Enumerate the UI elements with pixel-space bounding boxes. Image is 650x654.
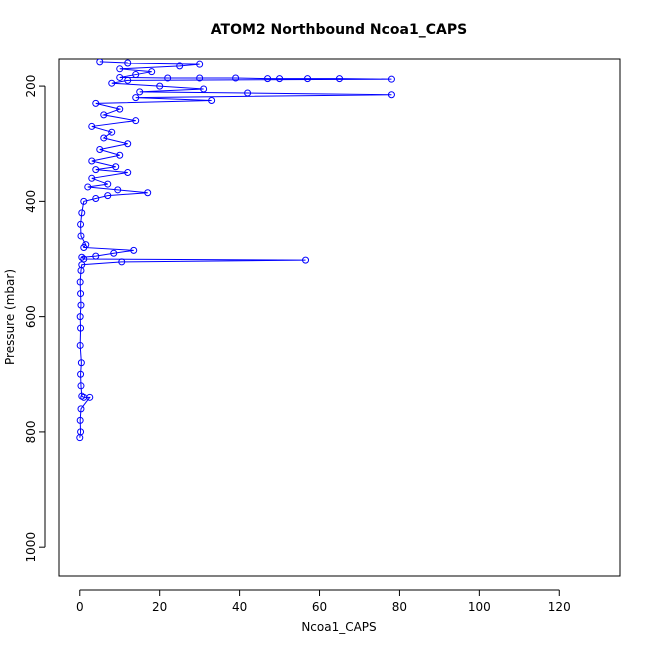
- data-point: [264, 75, 272, 83]
- data-point: [77, 232, 85, 240]
- data-point: [96, 59, 104, 66]
- data-point: [302, 256, 310, 264]
- data-point: [92, 166, 100, 174]
- data-point: [124, 76, 132, 84]
- data-point: [78, 392, 86, 400]
- data-point: [76, 313, 84, 321]
- data-point: [92, 194, 100, 202]
- data-point: [80, 255, 88, 263]
- data-point: [116, 73, 124, 81]
- data-point: [148, 68, 156, 76]
- data-point: [80, 197, 88, 205]
- data-point: [78, 209, 86, 217]
- data-point: [136, 88, 144, 96]
- data-point: [88, 157, 96, 165]
- data-point: [78, 253, 86, 261]
- data-point: [156, 82, 164, 90]
- data-point: [77, 324, 85, 332]
- data-point: [132, 71, 140, 79]
- data-point: [144, 189, 152, 197]
- x-tick-label: 60: [312, 600, 327, 614]
- data-point: [77, 405, 85, 413]
- data-point: [82, 241, 90, 249]
- data-point: [116, 65, 124, 73]
- data-point: [84, 183, 92, 191]
- data-point: [114, 186, 122, 194]
- x-tick-label: 120: [548, 600, 571, 614]
- x-tick-label: 40: [232, 600, 247, 614]
- x-tick-label: 100: [468, 600, 491, 614]
- data-point: [387, 91, 395, 99]
- data-point: [164, 74, 172, 82]
- data-point: [124, 169, 132, 177]
- data-point: [108, 128, 116, 136]
- data-point: [96, 145, 104, 153]
- y-axis-label: Pressure (mbar): [3, 269, 17, 365]
- data-point: [77, 290, 85, 298]
- data-point: [387, 75, 395, 83]
- data-point: [116, 151, 124, 159]
- data-point: [77, 428, 85, 436]
- data-point: [110, 249, 118, 257]
- data-point: [77, 220, 85, 228]
- data-point: [77, 359, 85, 367]
- data-point: [232, 74, 240, 82]
- data-point: [77, 370, 85, 378]
- x-tick-label: 80: [392, 600, 407, 614]
- y-tick-label: 600: [24, 305, 38, 328]
- y-tick-label: 200: [24, 75, 38, 98]
- data-point: [196, 60, 204, 68]
- data-point: [108, 79, 116, 87]
- data-point: [92, 252, 100, 260]
- y-tick-label: 800: [24, 420, 38, 443]
- data-point: [112, 163, 120, 171]
- data-point: [208, 96, 216, 104]
- data-point: [196, 74, 204, 82]
- data-point: [104, 192, 112, 200]
- data-point: [88, 174, 96, 182]
- data-point: [100, 134, 108, 142]
- data-point: [132, 94, 140, 102]
- data-point: [244, 89, 252, 97]
- data-point: [118, 258, 126, 266]
- x-axis-label: Ncoa1_CAPS: [301, 620, 376, 634]
- data-point: [132, 117, 140, 125]
- data-point: [304, 75, 312, 83]
- data-point: [200, 85, 208, 93]
- data-point: [124, 140, 132, 148]
- data-point: [92, 99, 100, 107]
- data-line: [79, 61, 392, 438]
- data-point: [176, 62, 184, 70]
- data-point: [116, 105, 124, 113]
- data-point: [88, 122, 96, 130]
- data-point: [77, 301, 85, 309]
- data-point: [77, 382, 85, 390]
- y-tick-label: 400: [24, 190, 38, 213]
- y-tick-label: 1000: [24, 532, 38, 563]
- data-point: [100, 111, 108, 119]
- data-point: [104, 180, 112, 188]
- data-point: [76, 278, 84, 286]
- data-point: [130, 246, 138, 254]
- data-point: [124, 59, 132, 67]
- x-tick-label: 0: [76, 600, 84, 614]
- data-point: [276, 75, 284, 83]
- plot-frame: [58, 58, 621, 577]
- data-point: [76, 416, 84, 424]
- x-tick-label: 20: [152, 600, 167, 614]
- chart-title: ATOM2 Northbound Ncoa1_CAPS: [211, 22, 467, 38]
- data-point: [76, 341, 84, 349]
- data-point: [336, 75, 343, 83]
